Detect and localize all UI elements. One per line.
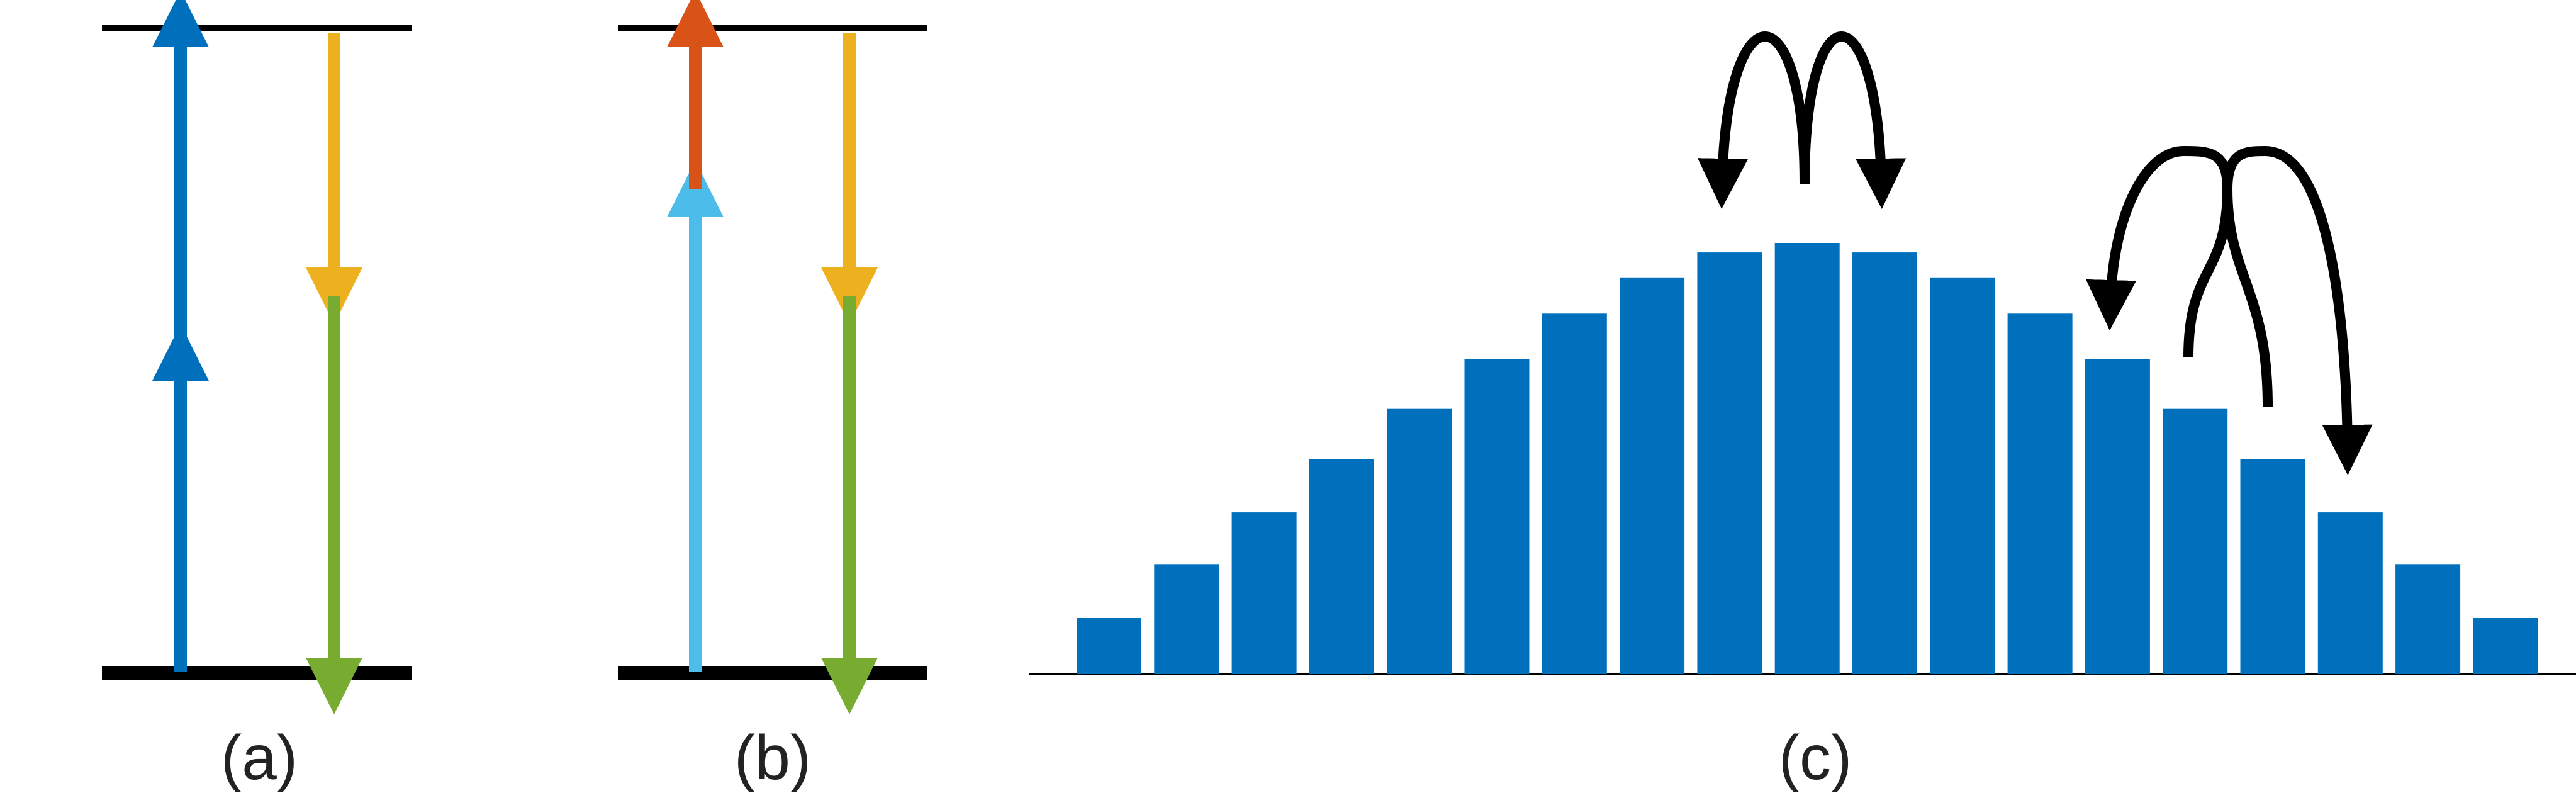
histogram-bar-15 <box>2163 408 2228 674</box>
histogram-bar-19 <box>2473 618 2538 674</box>
histogram-bar-18 <box>2395 564 2461 674</box>
histogram-bar-4 <box>1309 459 1374 674</box>
transfer-arrow-left-center <box>1697 31 1810 209</box>
histogram-bar-5 <box>1387 408 1452 674</box>
histogram-bars <box>1077 243 2538 675</box>
histogram-bar-8 <box>1620 277 1685 674</box>
panel-c-label: (c) <box>1779 723 1852 793</box>
histogram-bar-9 <box>1697 252 1762 675</box>
histogram-bar-14 <box>2085 359 2150 675</box>
histogram-bar-10 <box>1774 243 1840 674</box>
histogram-bar-17 <box>2317 512 2383 674</box>
histogram-bar-1 <box>1077 618 1141 674</box>
histogram-bar-13 <box>2007 313 2073 674</box>
histogram-bar-7 <box>1542 313 1607 674</box>
histogram-bar-3 <box>1231 512 1297 674</box>
panel-c: (c) <box>1029 31 2576 793</box>
histogram-bar-6 <box>1464 359 1530 675</box>
panel-a-label: (a) <box>221 723 298 793</box>
histogram-bar-2 <box>1154 564 1219 674</box>
transfer-arrow-right-center <box>1800 31 1907 209</box>
panel-a: (a) <box>102 0 412 793</box>
histogram-bar-11 <box>1852 252 1917 675</box>
histogram-bar-16 <box>2240 459 2305 674</box>
panel-b-label: (b) <box>734 723 811 793</box>
panel-b: (b) <box>618 0 927 793</box>
transfer-arrow-left-wing <box>2086 145 2233 358</box>
histogram-bar-12 <box>1930 277 1995 674</box>
transfer-arrow-right-wing <box>2222 145 2373 475</box>
